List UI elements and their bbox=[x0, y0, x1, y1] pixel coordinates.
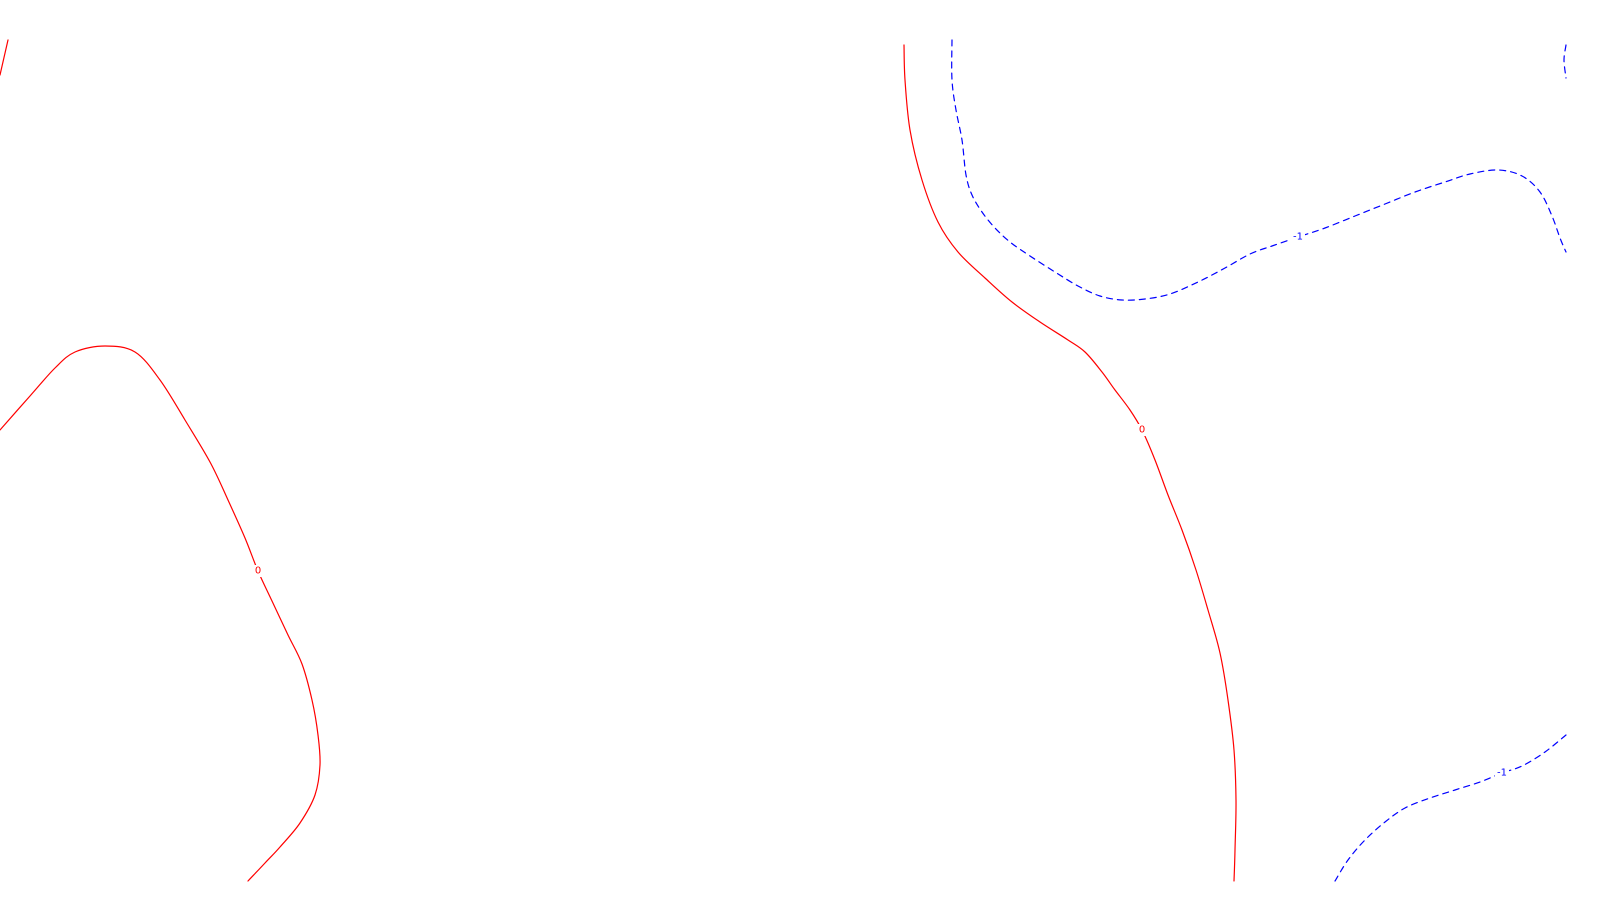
contour-label-text: -1 bbox=[1497, 768, 1507, 779]
contour-label-text: -1 bbox=[1293, 232, 1303, 243]
contour-label-background bbox=[1495, 767, 1509, 779]
contour-line-level-neg1-1 bbox=[1334, 734, 1567, 882]
contour-line-level-0-0 bbox=[0, 39, 9, 76]
contour-line-level-0-2 bbox=[903, 44, 1237, 882]
contour-label-level-neg1-1: -1 bbox=[1495, 767, 1509, 779]
contour-label-level-0-1: 0 bbox=[1138, 424, 1146, 436]
contour-label-background bbox=[254, 565, 262, 577]
contour-label-text: 0 bbox=[1139, 425, 1145, 436]
contour-line-level-neg1-0 bbox=[951, 39, 1567, 301]
contour-label-background bbox=[1138, 424, 1146, 436]
contour-label-background bbox=[1291, 231, 1305, 243]
contour-label-text: 0 bbox=[255, 566, 261, 577]
contour-labels: 0 0 -1 -1 bbox=[254, 231, 1509, 779]
contour-label-level-0-0: 0 bbox=[254, 565, 262, 577]
contour-label-level-neg1-0: -1 bbox=[1291, 231, 1305, 243]
contour-line-level-neg1-2 bbox=[1563, 44, 1567, 79]
